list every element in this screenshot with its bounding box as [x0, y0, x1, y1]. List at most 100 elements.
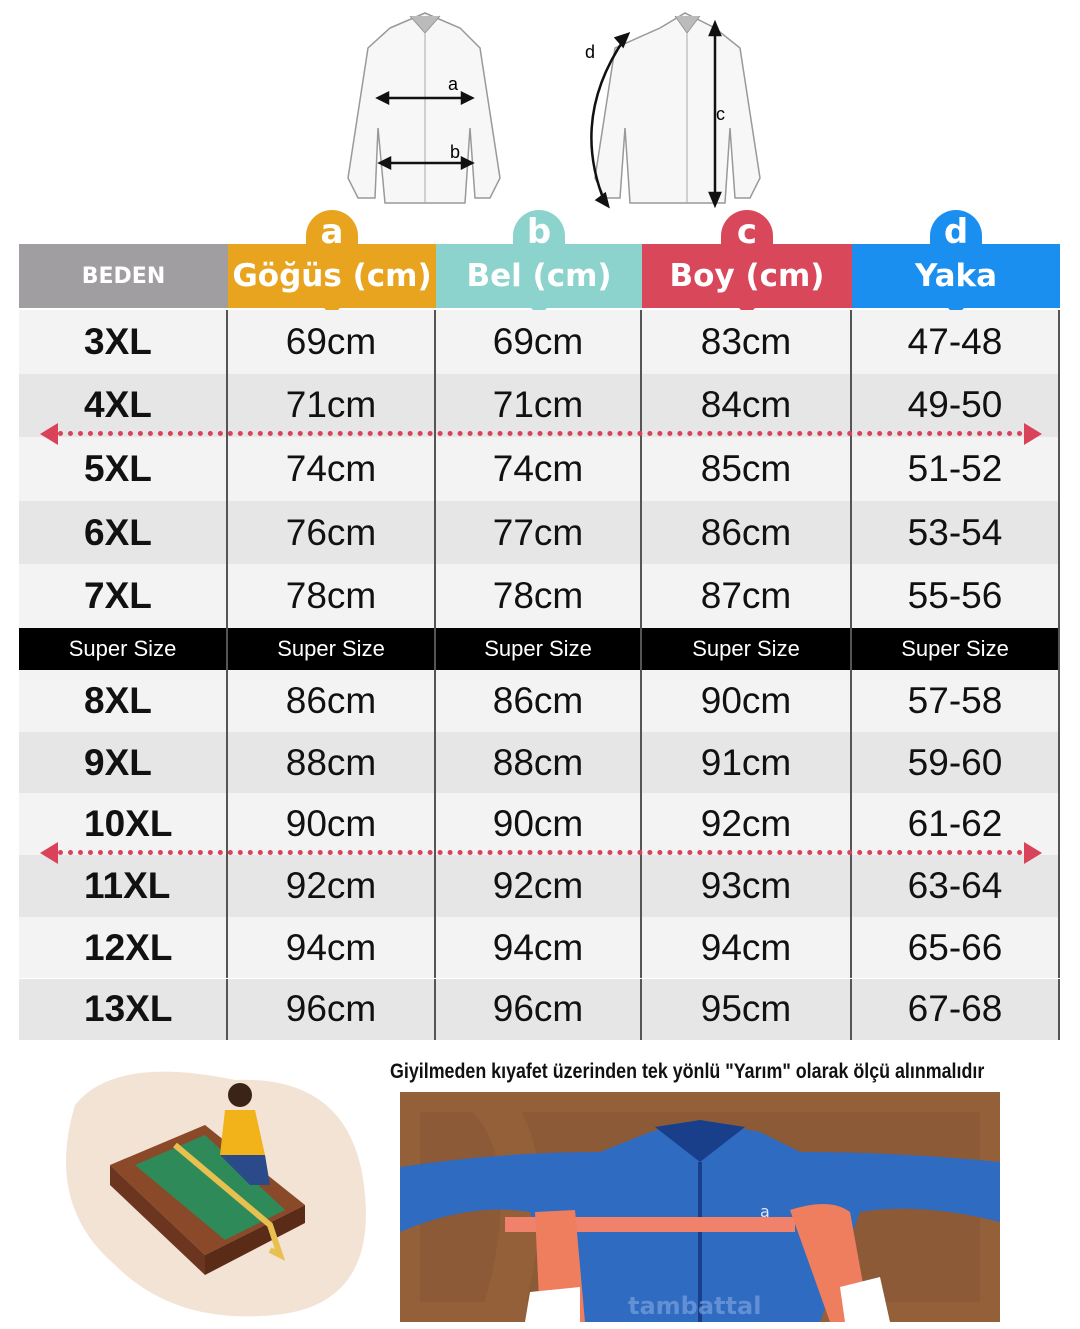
- header-col-c: c Boy (cm): [642, 210, 852, 316]
- arrow-left-icon: [40, 423, 58, 445]
- label-b: b: [450, 142, 460, 162]
- value-cell: 94cm: [228, 916, 436, 979]
- dotted-divider: [48, 431, 1033, 436]
- value-cell: 51-52: [852, 437, 1060, 501]
- value-cell: 94cm: [642, 916, 852, 979]
- size-cell: 3XL: [19, 310, 228, 374]
- value-cell: 57-58: [852, 670, 1060, 732]
- size-cell: 5XL: [19, 437, 228, 501]
- super-size-label: Super Size: [228, 628, 436, 670]
- label-c: c: [716, 104, 725, 124]
- tailor-illustration: [66, 1071, 366, 1317]
- header-label: BEDEN: [81, 263, 166, 289]
- label-d: d: [585, 42, 595, 62]
- size-cell: 12XL: [19, 916, 228, 979]
- super-size-label: Super Size: [642, 628, 852, 670]
- arrow-right-icon: [1024, 842, 1042, 864]
- value-cell: 63-64: [852, 855, 1060, 917]
- size-cell: 4XL: [19, 373, 228, 438]
- table-row: 9XL 88cm 88cm 91cm 59-60: [19, 731, 1060, 794]
- value-cell: 86cm: [436, 670, 642, 732]
- value-cell: 92cm: [228, 855, 436, 917]
- table-row: 6XL 76cm 77cm 86cm 53-54: [19, 500, 1060, 565]
- value-cell: 49-50: [852, 373, 1060, 438]
- shirt-badge: a: [760, 1202, 770, 1221]
- arrow-left-icon: [40, 842, 58, 864]
- header-col-a: a Göğüs (cm): [228, 210, 436, 316]
- value-cell: 90cm: [228, 793, 436, 856]
- value-cell: 55-56: [852, 564, 1060, 628]
- value-cell: 59-60: [852, 731, 1060, 794]
- header-badge: b: [513, 210, 565, 258]
- header-badge: a: [306, 210, 358, 258]
- table-row: 5XL 74cm 74cm 85cm 51-52: [19, 437, 1060, 501]
- value-cell: 94cm: [436, 916, 642, 979]
- size-cell: 8XL: [19, 670, 228, 732]
- header-col-d: d Yaka: [852, 210, 1060, 316]
- value-cell: 69cm: [228, 310, 436, 374]
- value-cell: 85cm: [642, 437, 852, 501]
- value-cell: 77cm: [436, 500, 642, 565]
- size-cell: 6XL: [19, 500, 228, 565]
- header-badge: d: [930, 210, 982, 258]
- value-cell: 83cm: [642, 310, 852, 374]
- value-cell: 96cm: [436, 978, 642, 1041]
- size-cell: 10XL: [19, 793, 228, 856]
- value-cell: 47-48: [852, 310, 1060, 374]
- value-cell: 87cm: [642, 564, 852, 628]
- value-cell: 92cm: [436, 855, 642, 917]
- header-col-b: b Bel (cm): [436, 210, 642, 316]
- header-label: Boy (cm): [669, 258, 825, 294]
- value-cell: 71cm: [228, 373, 436, 438]
- table-row: 11XL 92cm 92cm 93cm 63-64: [19, 855, 1060, 917]
- size-cell: 13XL: [19, 978, 228, 1041]
- super-size-label: Super Size: [436, 628, 642, 670]
- table-row: 13XL 96cm 96cm 95cm 67-68: [19, 978, 1060, 1041]
- table-row: 4XL 71cm 71cm 84cm 49-50: [19, 373, 1060, 438]
- value-cell: 69cm: [436, 310, 642, 374]
- value-cell: 78cm: [436, 564, 642, 628]
- value-cell: 61-62: [852, 793, 1060, 856]
- value-cell: 93cm: [642, 855, 852, 917]
- value-cell: 88cm: [228, 731, 436, 794]
- super-size-bar: Super Size Super Size Super Size Super Size…: [19, 628, 1060, 670]
- value-cell: 96cm: [228, 978, 436, 1041]
- value-cell: 71cm: [436, 373, 642, 438]
- value-cell: 67-68: [852, 978, 1060, 1041]
- dotted-divider: [48, 850, 1033, 855]
- header-label: Bel (cm): [466, 258, 612, 294]
- watermark: tambattal: [628, 1292, 761, 1320]
- arrow-right-icon: [1024, 423, 1042, 445]
- value-cell: 76cm: [228, 500, 436, 565]
- shirt-measurement-diagram: a b c d: [347, 12, 761, 209]
- value-cell: 95cm: [642, 978, 852, 1041]
- value-cell: 88cm: [436, 731, 642, 794]
- header-label: Göğüs (cm): [232, 258, 432, 294]
- value-cell: 86cm: [228, 670, 436, 732]
- value-cell: 84cm: [642, 373, 852, 438]
- value-cell: 90cm: [436, 793, 642, 856]
- value-cell: 91cm: [642, 731, 852, 794]
- size-cell: 9XL: [19, 731, 228, 794]
- label-a: a: [448, 74, 459, 94]
- table-row: 7XL 78cm 78cm 87cm 55-56: [19, 564, 1060, 628]
- value-cell: 74cm: [436, 437, 642, 501]
- table-row: 3XL 69cm 69cm 83cm 47-48: [19, 310, 1060, 374]
- header-badge: c: [721, 210, 773, 258]
- value-cell: 53-54: [852, 500, 1060, 565]
- value-cell: 74cm: [228, 437, 436, 501]
- table-row: 12XL 94cm 94cm 94cm 65-66: [19, 916, 1060, 979]
- header-label: Yaka: [914, 258, 998, 294]
- table-row: 8XL 86cm 86cm 90cm 57-58: [19, 670, 1060, 732]
- shirt-measuring-illustration: a tambattal: [400, 1092, 1000, 1322]
- table-row: 10XL 90cm 90cm 92cm 61-62: [19, 793, 1060, 856]
- value-cell: 92cm: [642, 793, 852, 856]
- measurement-caption: Giyilmeden kıyafet üzerinden tek yönlü "…: [390, 1060, 985, 1083]
- size-cell: 11XL: [19, 855, 228, 917]
- super-size-label: Super Size: [852, 628, 1060, 670]
- value-cell: 86cm: [642, 500, 852, 565]
- header-beden: BEDEN: [19, 244, 228, 308]
- value-cell: 90cm: [642, 670, 852, 732]
- value-cell: 78cm: [228, 564, 436, 628]
- value-cell: 65-66: [852, 916, 1060, 979]
